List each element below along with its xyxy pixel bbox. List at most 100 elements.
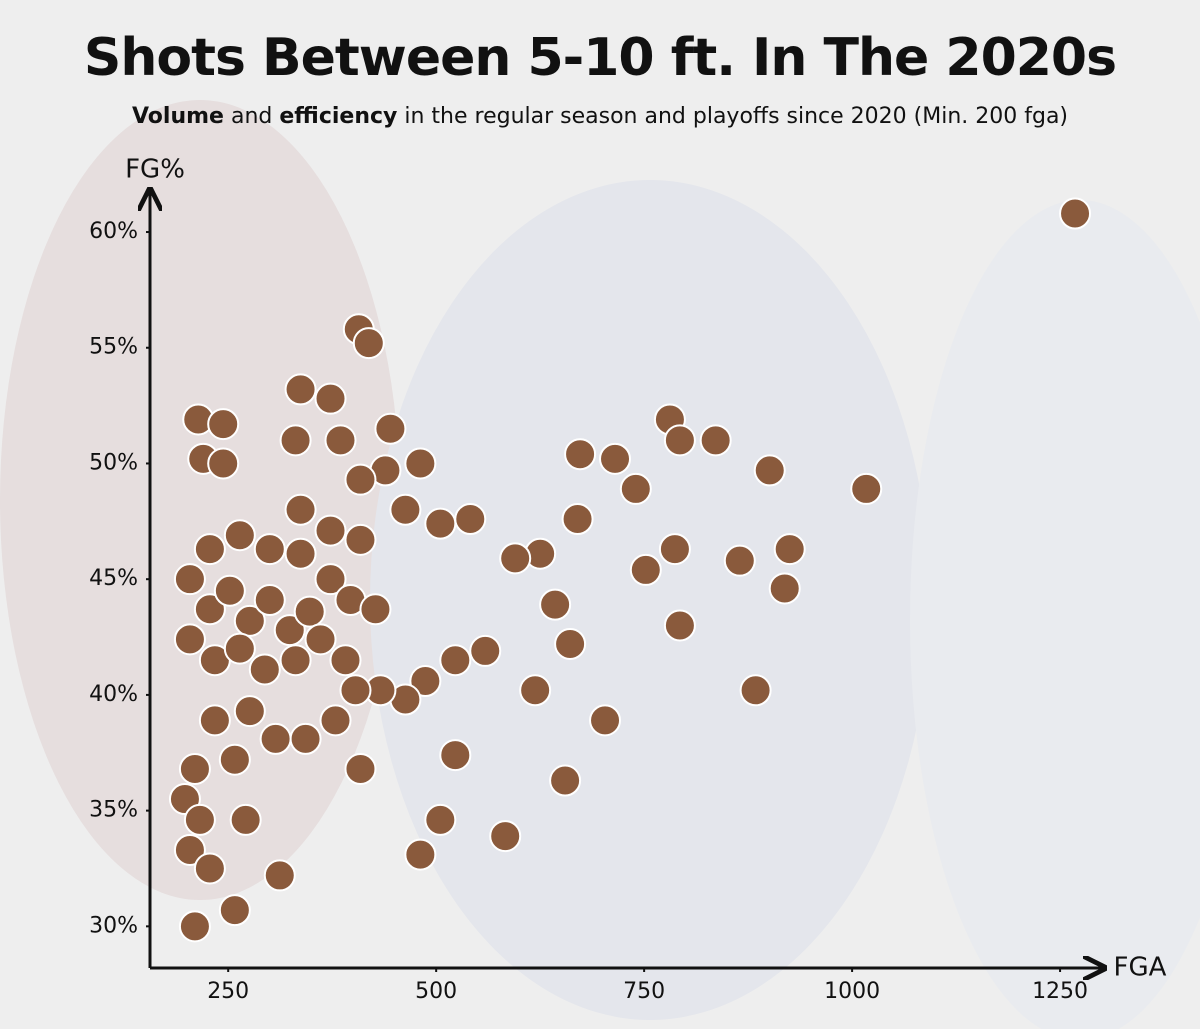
player-point bbox=[344, 523, 377, 556]
player-point bbox=[193, 852, 226, 885]
player-point bbox=[173, 833, 206, 866]
player-point bbox=[469, 634, 502, 667]
player-point bbox=[253, 584, 286, 617]
x-tick-label: 250 bbox=[207, 979, 249, 1004]
player-point bbox=[344, 752, 377, 785]
y-tick-label: 40% bbox=[89, 682, 138, 707]
player-point bbox=[218, 743, 251, 776]
player-point bbox=[554, 627, 587, 660]
player-point bbox=[404, 838, 437, 871]
player-point bbox=[193, 593, 226, 626]
player-point bbox=[229, 803, 262, 836]
player-point bbox=[424, 507, 457, 540]
player-point bbox=[359, 593, 392, 626]
player-point bbox=[352, 327, 385, 360]
y-tick-label: 60% bbox=[89, 219, 138, 244]
player-point bbox=[409, 665, 442, 698]
x-tick-label: 1250 bbox=[1032, 979, 1088, 1004]
player-point bbox=[663, 424, 696, 457]
player-point bbox=[173, 563, 206, 596]
subtitle-bold: efficiency bbox=[279, 104, 398, 129]
player-point bbox=[339, 674, 372, 707]
player-point bbox=[519, 674, 552, 707]
y-tick-label: 35% bbox=[89, 798, 138, 823]
player-point bbox=[773, 533, 806, 566]
player-point bbox=[454, 503, 487, 536]
player-point bbox=[183, 803, 216, 836]
y-tick-label: 55% bbox=[89, 335, 138, 360]
bg-shape bbox=[0, 100, 400, 900]
player-point bbox=[319, 704, 352, 737]
player-point bbox=[248, 653, 281, 686]
player-point bbox=[589, 704, 622, 737]
player-point bbox=[293, 595, 326, 628]
player-point bbox=[284, 493, 317, 526]
x-tick-label: 750 bbox=[623, 979, 665, 1004]
subtitle-bold: Volume bbox=[131, 104, 224, 129]
player-point bbox=[263, 859, 296, 892]
y-tick-label: 45% bbox=[89, 566, 138, 591]
player-point bbox=[284, 373, 317, 406]
player-point bbox=[344, 463, 377, 496]
player-point bbox=[279, 424, 312, 457]
player-point bbox=[314, 563, 347, 596]
player-point bbox=[404, 447, 437, 480]
player-point bbox=[850, 472, 883, 505]
player-point bbox=[173, 623, 206, 656]
player-point bbox=[629, 553, 662, 586]
x-tick-label: 1000 bbox=[824, 979, 880, 1004]
player-point bbox=[198, 704, 231, 737]
player-point bbox=[539, 588, 572, 621]
player-point bbox=[374, 412, 407, 445]
player-point bbox=[723, 544, 756, 577]
player-point bbox=[564, 438, 597, 471]
player-point bbox=[658, 533, 691, 566]
subtitle-text: and bbox=[230, 104, 273, 129]
subtitle: Volume and efficiency in the regular sea… bbox=[0, 104, 1200, 129]
player-point bbox=[178, 752, 211, 785]
player-point bbox=[233, 695, 266, 728]
player-point bbox=[389, 493, 422, 526]
x-tick-label: 500 bbox=[415, 979, 457, 1004]
player-point bbox=[289, 722, 322, 755]
player-point bbox=[223, 519, 256, 552]
player-point bbox=[439, 739, 472, 772]
player-point bbox=[233, 604, 266, 637]
player-point bbox=[753, 454, 786, 487]
player-point bbox=[279, 644, 312, 677]
y-tick-label: 30% bbox=[89, 913, 138, 938]
player-point bbox=[499, 542, 532, 575]
player-point bbox=[223, 632, 256, 665]
player-point bbox=[324, 424, 357, 457]
player-point bbox=[273, 614, 306, 647]
player-point bbox=[424, 803, 457, 836]
player-point bbox=[739, 674, 772, 707]
x-axis-label: FGA bbox=[1114, 953, 1167, 983]
player-point bbox=[218, 894, 251, 927]
bg-shape bbox=[910, 200, 1200, 1029]
player-point bbox=[699, 424, 732, 457]
player-point bbox=[207, 408, 240, 441]
chart-title: Shots Between 5-10 ft. In The 2020s bbox=[83, 28, 1117, 88]
player-point bbox=[314, 514, 347, 547]
player-point bbox=[1059, 197, 1092, 230]
player-point bbox=[549, 764, 582, 797]
player-point bbox=[599, 442, 632, 475]
player-point bbox=[178, 910, 211, 943]
player-point bbox=[193, 533, 226, 566]
player-point bbox=[439, 644, 472, 677]
player-point bbox=[207, 447, 240, 480]
player-point bbox=[259, 722, 292, 755]
y-axis-label: FG% bbox=[125, 155, 185, 185]
player-point bbox=[663, 609, 696, 642]
player-point bbox=[561, 503, 594, 536]
player-point bbox=[619, 472, 652, 505]
subtitle-text: in the regular season and playoffs since… bbox=[404, 104, 1069, 129]
player-point bbox=[329, 644, 362, 677]
player-point bbox=[213, 574, 246, 607]
player-point bbox=[284, 537, 317, 570]
player-point bbox=[253, 533, 286, 566]
